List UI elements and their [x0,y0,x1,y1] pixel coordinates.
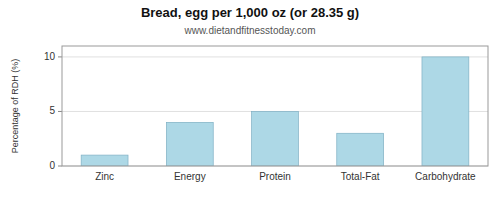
bar [81,155,128,166]
bar [252,111,299,166]
bar [337,133,384,166]
chart-svg: 0 5 10 Zinc Energy Protein Total-Fat Carbohydra… [0,0,500,200]
x-tick-label: Zinc [95,171,114,182]
bar [166,122,213,166]
y-tick-label: 5 [49,105,55,116]
x-tick-label: Energy [174,171,206,182]
plot-frame [62,46,488,166]
bar [422,57,469,166]
y-tick-label: 10 [44,51,56,62]
chart-container: 0 5 10 Zinc Energy Protein Total-Fat Carbohydra… [0,0,500,200]
bars [81,57,469,166]
title: Bread, egg per 1,000 oz (or 28.35 g) [141,5,359,20]
y-tick [58,56,62,57]
x-tick-label: Total-Fat [341,171,380,182]
background [0,0,500,200]
y-tick [58,111,62,112]
x-tick-label: Protein [259,171,291,182]
y-tick-label: 0 [49,160,55,171]
x-tick-label: Carbohydrate [415,171,476,182]
y-axis-label: Percentage of RDH (%) [10,59,20,154]
y-tick [58,166,62,167]
subtitle: www.dietandfitnesstoday.com [184,25,316,36]
